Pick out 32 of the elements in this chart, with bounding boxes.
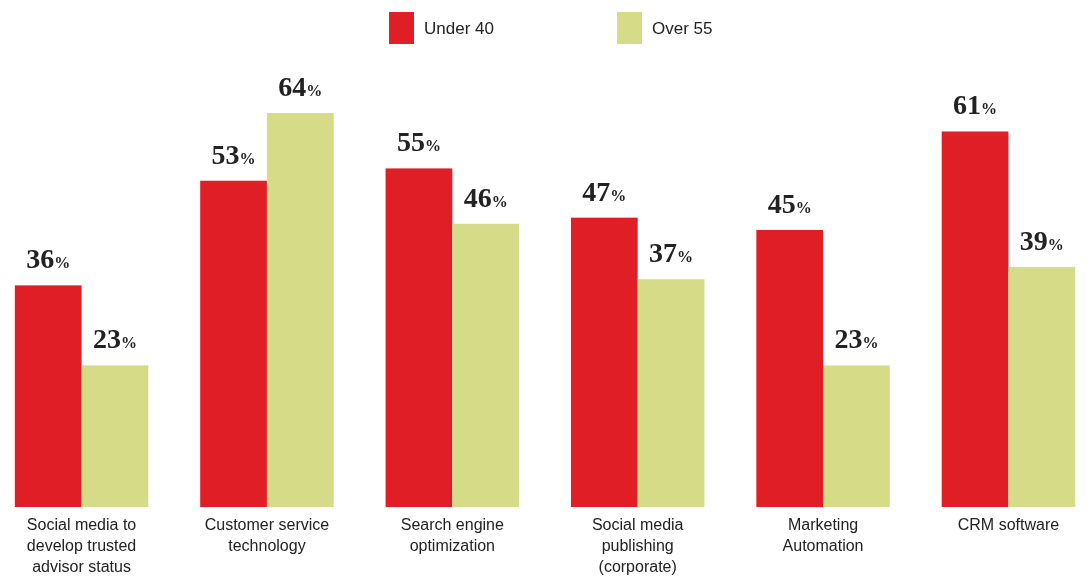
data-label: 64% (278, 71, 323, 102)
x-tick-label: Social media to develop trusted advisor status (26, 516, 137, 575)
bar (570, 217, 638, 507)
data-label: 61% (953, 89, 998, 121)
data-label: 37% (649, 237, 694, 269)
bar (266, 113, 334, 507)
x-tick-label: Search engine optimization (400, 516, 505, 554)
bar (452, 223, 520, 507)
bar (941, 131, 1009, 507)
bar (81, 365, 149, 507)
bar (200, 180, 267, 507)
bar (637, 279, 705, 507)
bar (14, 285, 82, 507)
data-label: 36% (26, 243, 71, 275)
bar (385, 168, 453, 507)
bar (756, 229, 824, 507)
x-tick-label: Social media publishing (corporate) (591, 516, 684, 575)
data-label: 46% (463, 181, 508, 213)
data-label: 47% (582, 175, 627, 207)
data-label: 45% (767, 187, 812, 219)
legend-label: Over 55 (652, 19, 713, 38)
data-label: 55% (396, 126, 441, 158)
data-label: 23% (92, 323, 137, 355)
data-label: 53% (211, 138, 256, 170)
bar (823, 365, 890, 507)
data-label: 23% (834, 323, 879, 355)
data-label: 39% (1019, 224, 1064, 256)
x-tick-label: CRM software (957, 516, 1060, 533)
legend-label: Under 40 (424, 19, 494, 38)
x-tick-label: Customer service technology (204, 516, 330, 554)
x-tick-label: Marketing Automation (782, 516, 864, 554)
bar (1008, 266, 1076, 507)
